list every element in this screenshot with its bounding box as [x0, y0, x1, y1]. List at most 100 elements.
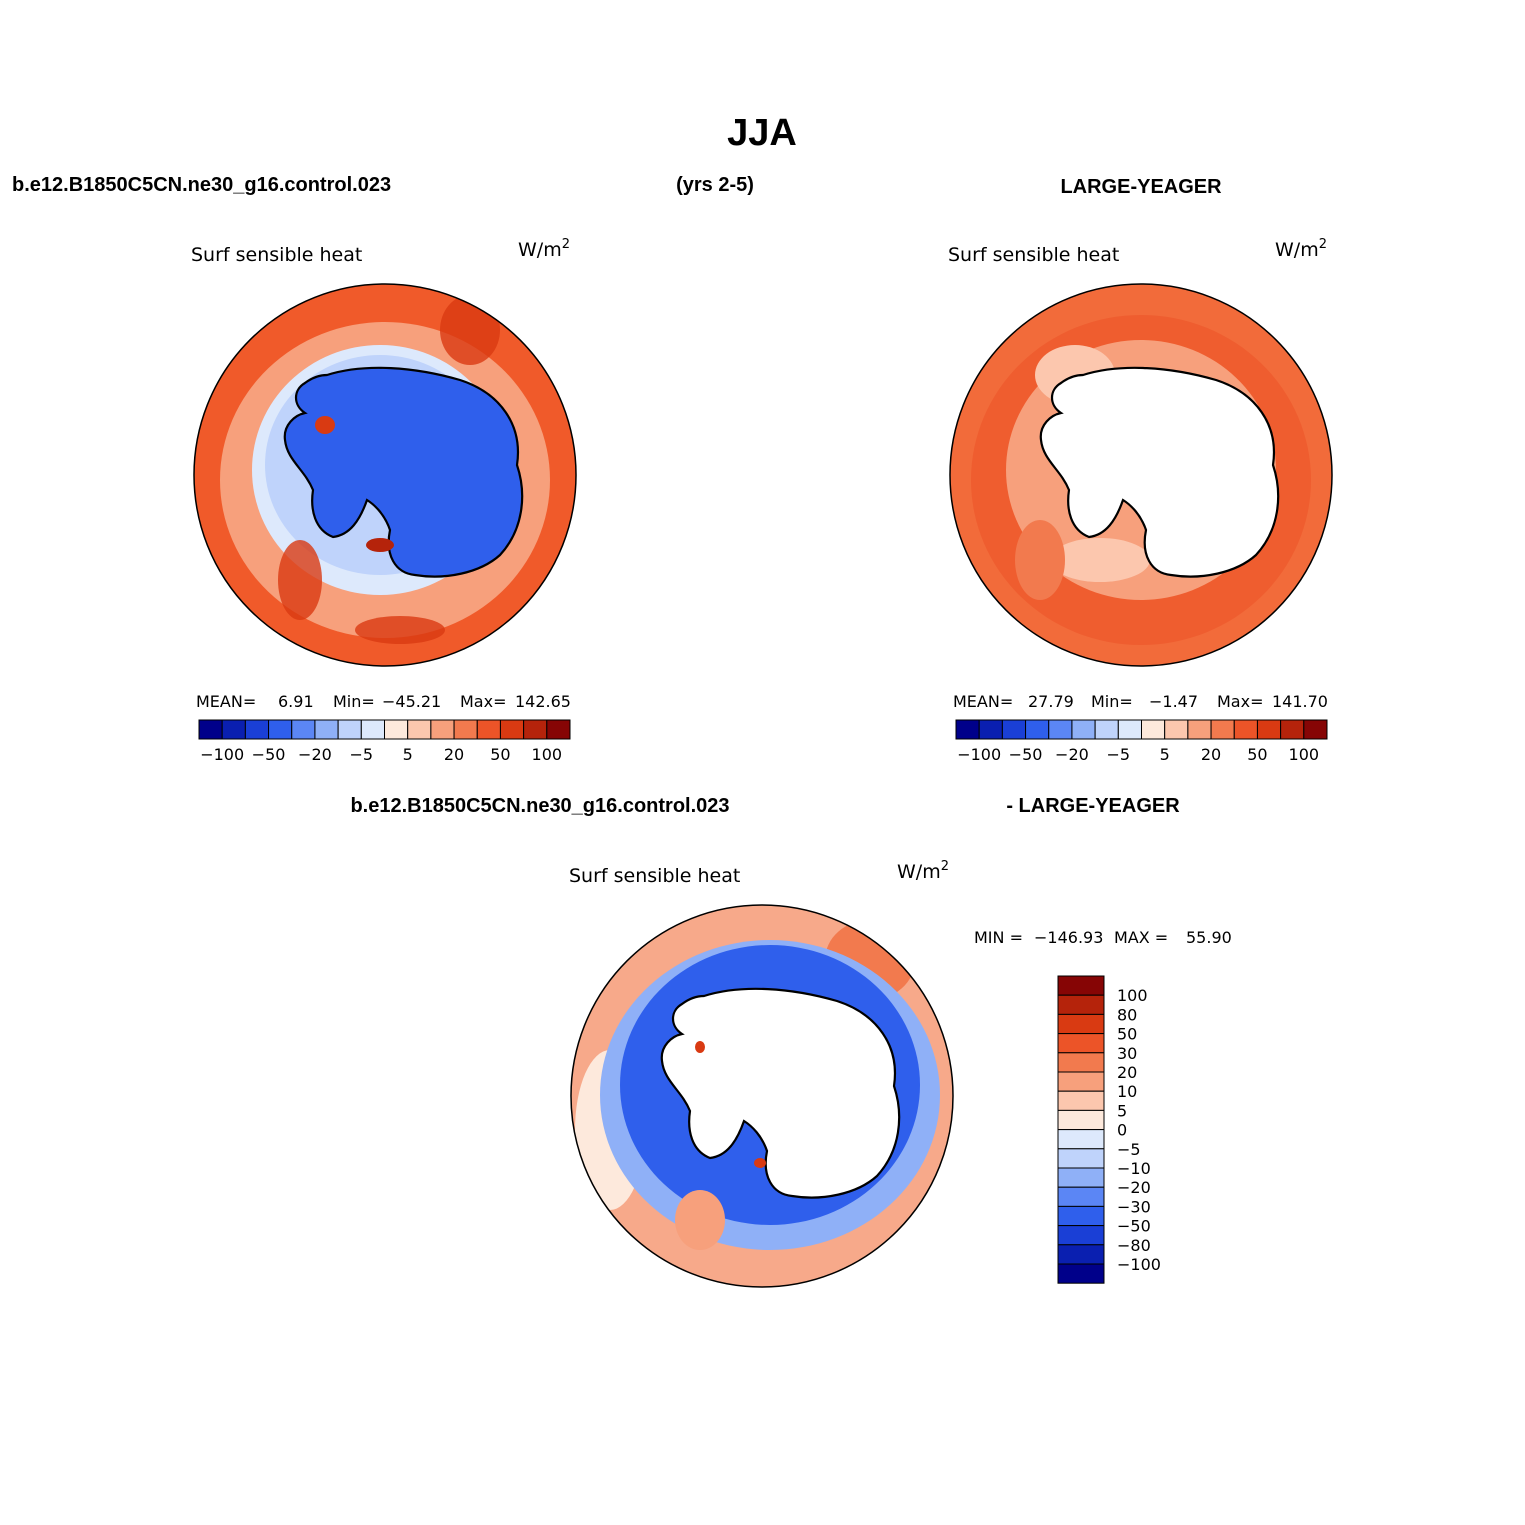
panel-obs-max: 141.70 — [1272, 692, 1328, 711]
colorbar-model-tick-label: −5 — [350, 745, 374, 764]
panel-model-stats: MEAN= 6.91 Min= −45.21 Max= 142.65 — [196, 692, 571, 711]
colorbar-model-swatch — [221, 719, 246, 740]
panel-obs-border — [949, 283, 1333, 667]
panel-model-units-base: W/m — [518, 239, 562, 261]
colorbar-model-swatch — [453, 719, 478, 740]
colorbar-model-swatch — [499, 719, 525, 740]
panel-model-units: W/m2 — [518, 237, 570, 261]
colorbar-model: −100 −50 −20 −5 5 20 50 100 — [198, 719, 571, 764]
colorbar-obs-swatch — [1303, 719, 1328, 740]
colorbar-obs-swatch — [1048, 719, 1073, 740]
colorbar-obs-tick-label: −5 — [1107, 745, 1131, 764]
colorbar-diff-tick-label: 30 — [1117, 1044, 1137, 1063]
case-name: b.e12.B1850C5CN.ne30_g16.control.023 — [12, 174, 391, 196]
panel-model-mean-label: MEAN= — [196, 692, 256, 711]
colorbar-diff-tick-label: 100 — [1117, 986, 1148, 1005]
colorbar-model-tick-label: −20 — [298, 745, 332, 764]
colorbar-diff-tick-label: −30 — [1117, 1197, 1151, 1216]
colorbar-obs-swatch — [1210, 719, 1235, 740]
colorbar-diff-tick-label: 20 — [1117, 1063, 1137, 1082]
panel-obs-max-label: Max= — [1217, 692, 1263, 711]
diff-obs-name: - LARGE-YEAGER — [1006, 795, 1180, 817]
colorbar-diff-tick-label: 0 — [1117, 1121, 1127, 1140]
colorbar-model-swatch — [337, 719, 362, 740]
colorbar-obs-swatch — [1094, 719, 1119, 740]
colorbar-model-swatch — [360, 719, 385, 740]
colorbar-diff-swatch — [1057, 1071, 1105, 1092]
panel-model-max-label: Max= — [460, 692, 506, 711]
colorbar-obs-tick-label: 100 — [1289, 745, 1320, 764]
colorbar-diff-swatch — [1057, 975, 1105, 996]
colorbar-obs-tick-label: 20 — [1201, 745, 1221, 764]
colorbar-model-swatch — [244, 719, 270, 740]
colorbar-diff-swatch — [1057, 994, 1105, 1015]
colorbar-diff-swatch — [1057, 1263, 1105, 1284]
colorbar-obs-swatch — [1025, 719, 1050, 740]
colorbar-diff-swatch — [1057, 1225, 1105, 1246]
colorbar-model-tick-label: −100 — [200, 745, 244, 764]
colorbar-diff-tick-label: −20 — [1117, 1178, 1151, 1197]
panel-diff-max-label: MAX = — [1114, 928, 1168, 947]
colorbar-model-tick-label: 20 — [444, 745, 464, 764]
panel-model-mean: 6.91 — [278, 692, 314, 711]
colorbar-diff-swatch — [1057, 1090, 1105, 1111]
colorbar-diff-tick-label: −10 — [1117, 1159, 1151, 1178]
colorbar-obs-swatch — [1117, 719, 1142, 740]
colorbar-obs-tick-label: −50 — [1009, 745, 1043, 764]
panel-model: Surf sensible heat W/m2 MEAN= 6.91 Min= −45… — [191, 237, 577, 764]
panel-diff-border — [570, 904, 954, 1288]
panel-diff: Surf sensible heat W/m2 MIN = −146.93 MAX … — [569, 859, 1232, 1288]
panel-obs-mean: 27.79 — [1028, 692, 1074, 711]
colorbar-obs-tick-label: −20 — [1055, 745, 1089, 764]
colorbar-diff-tick-label: −100 — [1117, 1255, 1161, 1274]
colorbar-model-tick-label: −50 — [252, 745, 286, 764]
panel-obs-variable: Surf sensible heat — [948, 244, 1119, 266]
colorbar-model-swatch — [384, 719, 409, 740]
colorbar-obs-swatch — [1141, 719, 1166, 740]
panel-model-min-label: Min= — [333, 692, 375, 711]
panel-diff-min-label: MIN = — [974, 928, 1023, 947]
panel-model-units-exp: 2 — [562, 237, 570, 252]
colorbar-model-swatch — [198, 719, 223, 740]
colorbar-obs-swatch — [1071, 719, 1096, 740]
colorbar-diff-tick-label: 5 — [1117, 1101, 1127, 1120]
panel-diff-units-base: W/m — [897, 861, 941, 883]
colorbar-model-swatch — [314, 719, 339, 740]
panel-obs-mean-label: MEAN= — [953, 692, 1013, 711]
colorbar-obs-swatch — [978, 719, 1003, 740]
colorbar-obs-swatch — [1187, 719, 1212, 740]
colorbar-model-tick-label: 50 — [490, 745, 510, 764]
panel-obs-units-base: W/m — [1275, 239, 1319, 261]
panel-obs: Surf sensible heat W/m2 MEAN= 27.79 Min= −1… — [948, 237, 1333, 764]
colorbar-diff-swatch — [1057, 1033, 1105, 1054]
panel-model-border — [193, 283, 577, 667]
panel-model-min: −45.21 — [382, 692, 441, 711]
panel-model-variable: Surf sensible heat — [191, 244, 362, 266]
panel-diff-max: 55.90 — [1186, 928, 1232, 947]
diff-case-name: b.e12.B1850C5CN.ne30_g16.control.023 — [350, 795, 729, 817]
panel-model-map — [194, 284, 576, 666]
panel-obs-map — [950, 284, 1332, 666]
colorbar-diff-tick-label: 50 — [1117, 1025, 1137, 1044]
figure-title: JJA — [727, 112, 797, 154]
panel-diff-map — [571, 905, 953, 1287]
colorbar-obs-swatch — [1280, 719, 1305, 740]
panel-diff-units-exp: 2 — [941, 859, 949, 874]
colorbar-model-tick-label: 5 — [403, 745, 413, 764]
colorbar-model-swatch — [476, 719, 501, 740]
colorbar-model-swatch — [407, 719, 432, 740]
colorbar-diff-swatch — [1057, 1186, 1105, 1207]
colorbar-obs-tick-label: 50 — [1247, 745, 1267, 764]
colorbar-obs-tick-label: −100 — [957, 745, 1001, 764]
colorbar-obs: −100 −50 −20 −5 5 20 50 100 — [955, 719, 1328, 764]
colorbar-obs-swatch — [955, 719, 980, 740]
panel-obs-min: −1.47 — [1149, 692, 1198, 711]
panel-obs-min-label: Min= — [1091, 692, 1133, 711]
colorbar-diff-tick-label: −50 — [1117, 1217, 1151, 1236]
colorbar-diff-tick-label: −5 — [1117, 1140, 1141, 1159]
colorbar-model-swatch — [523, 719, 548, 740]
years-label: (yrs 2-5) — [676, 174, 754, 196]
colorbar-diff-swatch — [1057, 1129, 1105, 1150]
